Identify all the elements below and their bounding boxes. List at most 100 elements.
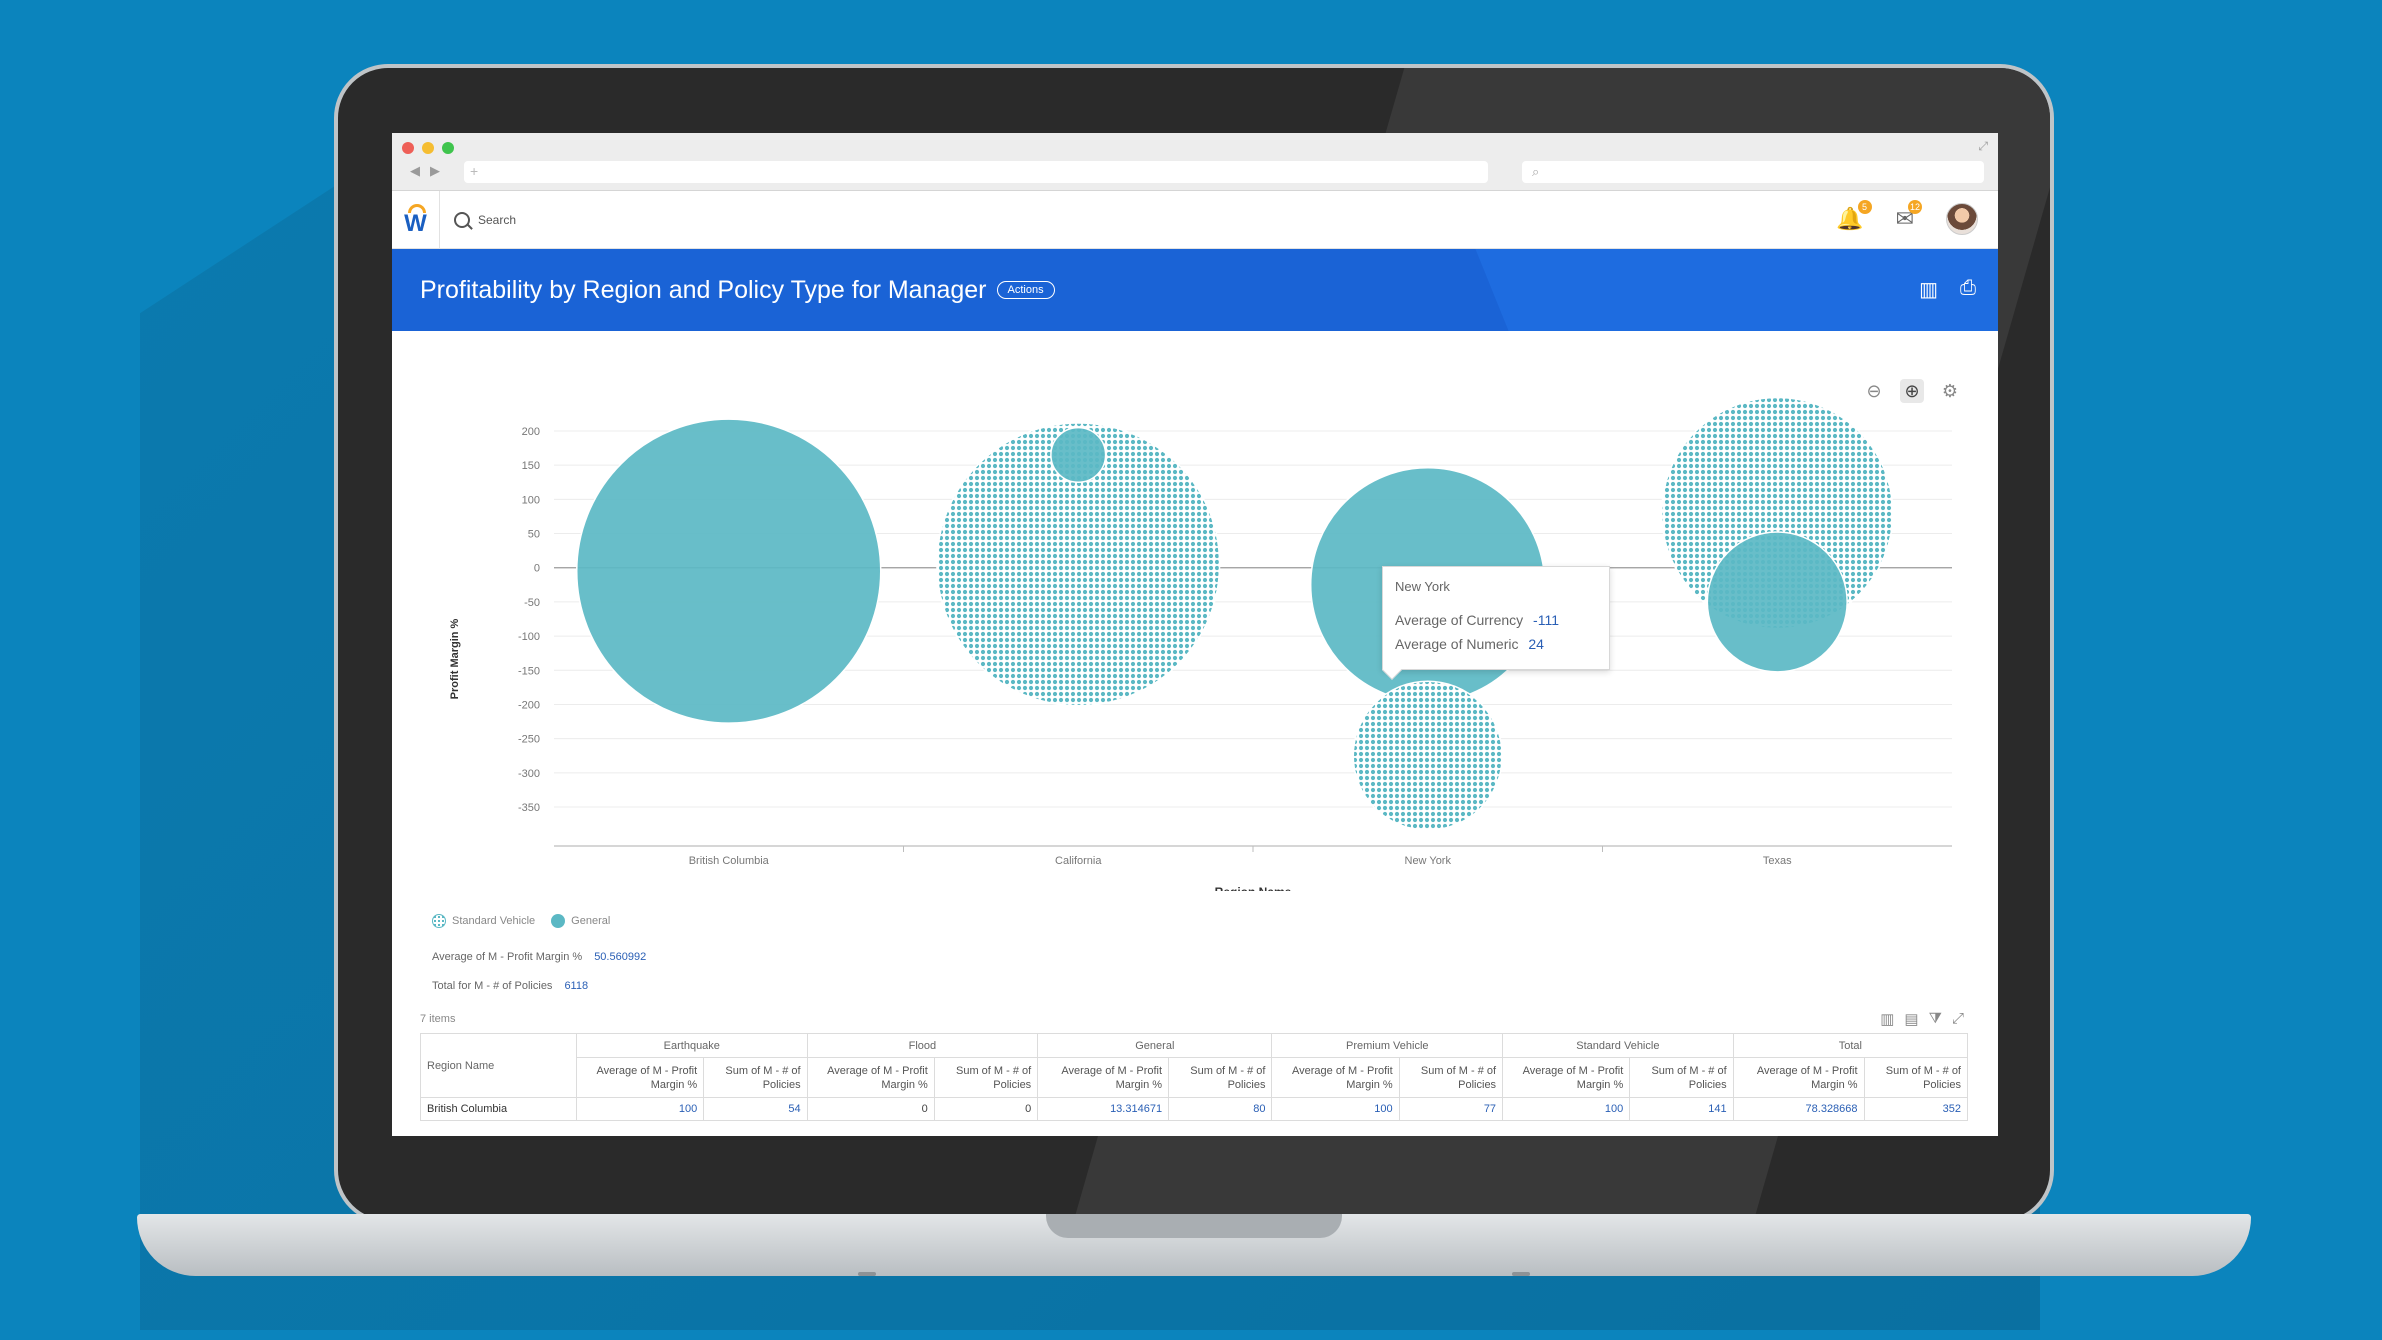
- summary-value[interactable]: 50.560992: [594, 951, 647, 963]
- group-header: General: [1037, 1033, 1273, 1058]
- column-header[interactable]: Average of M - Profit Margin %: [1037, 1057, 1170, 1098]
- browser-chrome: ◀ ▶ + ⌕ ⤢: [392, 133, 1998, 191]
- logo-arc-icon: [408, 203, 426, 213]
- laptop-foot: [1512, 1272, 1530, 1276]
- notifications-badge: 5: [1857, 200, 1872, 214]
- legend-item[interactable]: General: [551, 914, 610, 928]
- table-cell[interactable]: 78.328668: [1732, 1097, 1865, 1121]
- legend-label: Standard Vehicle: [452, 915, 536, 927]
- back-icon[interactable]: ◀: [410, 163, 420, 178]
- tooltip-value: 24: [1528, 636, 1544, 652]
- x-tick-label: British Columbia: [689, 855, 770, 867]
- maximize-window-button[interactable]: [442, 142, 454, 154]
- laptop-foot: [858, 1272, 876, 1276]
- export-icon[interactable]: ▥: [1880, 1011, 1895, 1028]
- column-header[interactable]: Average of M - Profit Margin %: [575, 1057, 705, 1098]
- table-cell[interactable]: 13.314671: [1037, 1097, 1170, 1121]
- bubble-general: [576, 418, 882, 724]
- column-header[interactable]: Sum of M - # of Policies: [1863, 1057, 1969, 1098]
- legend-label: General: [571, 915, 611, 927]
- summary-average: Average of M - Profit Margin % 50.560992: [432, 951, 646, 963]
- browser-search-input[interactable]: ⌕: [1522, 161, 1984, 183]
- table-cell[interactable]: 54: [703, 1097, 808, 1121]
- table-cell[interactable]: 100: [575, 1097, 705, 1121]
- column-header[interactable]: Sum of M - # of Policies: [933, 1057, 1039, 1098]
- group-header: Earthquake: [576, 1033, 808, 1058]
- column-header[interactable]: Sum of M - # of Policies: [1629, 1057, 1734, 1098]
- y-tick-label: 0: [534, 563, 540, 575]
- group-header: Flood: [806, 1033, 1039, 1058]
- tooltip-label: Average of Currency: [1395, 612, 1524, 628]
- table-cell[interactable]: 352: [1863, 1097, 1969, 1121]
- y-tick-label: -150: [518, 665, 540, 677]
- table-cell: 0: [933, 1097, 1039, 1121]
- summary-label: Total for M - # of Policies: [432, 980, 553, 992]
- column-header[interactable]: Sum of M - # of Policies: [703, 1057, 808, 1098]
- zoom-in-icon[interactable]: ⊕: [1900, 379, 1924, 403]
- laptop-notch: [1046, 1214, 1342, 1238]
- table-cell[interactable]: 100: [1271, 1097, 1400, 1121]
- chart-settings-icon[interactable]: ⚙: [1941, 380, 1959, 401]
- filter-icon[interactable]: ⧩: [1928, 1010, 1942, 1027]
- actions-button[interactable]: Actions: [996, 281, 1055, 299]
- y-tick-label: -300: [518, 768, 540, 780]
- tooltip-title: New York: [1395, 579, 1450, 594]
- address-bar[interactable]: +: [464, 161, 1488, 183]
- column-header[interactable]: Sum of M - # of Policies: [1398, 1057, 1504, 1098]
- column-header[interactable]: Sum of M - # of Policies: [1168, 1057, 1273, 1098]
- bubble-chart: 200 150 100 50 0 -50 -100 -150 -200 -250 -300 -350 B…: [449, 396, 1952, 891]
- global-search[interactable]: Search: [440, 211, 516, 228]
- tooltip-label: Average of Numeric: [1395, 636, 1519, 652]
- app-bar: W Search 🔔 5 ✉ 12: [392, 190, 1998, 249]
- column-header[interactable]: Average of M - Profit Margin %: [1732, 1057, 1865, 1098]
- y-tick-label: -250: [518, 734, 540, 746]
- fullscreen-icon[interactable]: ⤢: [1978, 139, 1988, 153]
- minimize-window-button[interactable]: [422, 142, 434, 154]
- tooltip-value: -111: [1533, 612, 1559, 628]
- legend-swatch: [432, 914, 446, 928]
- bubble-general: [1050, 426, 1107, 484]
- export-icon[interactable]: ▥: [1919, 279, 1938, 301]
- y-axis-title: Profit Margin %: [449, 618, 461, 699]
- table-row[interactable]: British Columbia 100 54 0 0 13.314671 80…: [420, 1097, 1969, 1121]
- summary-value[interactable]: 6118: [564, 980, 589, 992]
- column-header[interactable]: Average of M - Profit Margin %: [806, 1057, 935, 1098]
- expand-icon[interactable]: ⤢: [1951, 1010, 1964, 1027]
- group-header: Premium Vehicle: [1271, 1033, 1504, 1058]
- chart-tooltip: New York Average of Currency -111 Averag…: [1382, 566, 1610, 680]
- x-axis-title: Region Name: [1215, 885, 1292, 891]
- workday-logo[interactable]: W: [392, 190, 440, 249]
- table-cell[interactable]: 77: [1398, 1097, 1504, 1121]
- forward-icon[interactable]: ▶: [430, 163, 440, 178]
- search-icon: [454, 211, 470, 228]
- region-cell: British Columbia: [420, 1097, 577, 1121]
- page-header: Profitability by Region and Policy Type …: [392, 249, 1998, 331]
- plus-icon: +: [470, 163, 479, 179]
- data-table: Region Name Earthquake Flood General Pre…: [420, 1033, 1969, 1121]
- y-tick-label: -100: [518, 631, 540, 643]
- table-cell: 0: [806, 1097, 935, 1121]
- table-cell[interactable]: 80: [1168, 1097, 1273, 1121]
- columns-icon[interactable]: ▤: [1904, 1011, 1919, 1028]
- group-header: Standard Vehicle: [1502, 1033, 1734, 1058]
- avatar[interactable]: [1946, 203, 1978, 235]
- column-header[interactable]: Region Name: [420, 1033, 577, 1098]
- notifications-button[interactable]: 🔔 5: [1836, 200, 1872, 232]
- table-cell[interactable]: 100: [1502, 1097, 1631, 1121]
- close-window-button[interactable]: [402, 142, 414, 154]
- y-tick-label: -350: [518, 802, 540, 814]
- x-tick-label: California: [1055, 855, 1102, 867]
- zoom-out-icon[interactable]: ⊖: [1866, 380, 1882, 401]
- legend-item[interactable]: Standard Vehicle: [432, 914, 535, 928]
- column-header[interactable]: Average of M - Profit Margin %: [1271, 1057, 1400, 1098]
- legend-swatch: [551, 914, 566, 928]
- table-cell[interactable]: 141: [1629, 1097, 1734, 1121]
- bubble-general: [1706, 531, 1848, 673]
- y-tick-label: 200: [522, 426, 540, 438]
- print-icon[interactable]: ⎙: [1960, 277, 1976, 299]
- chart-legend: Standard Vehicle General: [432, 914, 610, 928]
- column-header[interactable]: Average of M - Profit Margin %: [1502, 1057, 1631, 1098]
- y-tick-label: 50: [528, 529, 540, 541]
- inbox-button[interactable]: ✉ 12: [1896, 200, 1922, 232]
- summary-total: Total for M - # of Policies 6118: [432, 980, 588, 992]
